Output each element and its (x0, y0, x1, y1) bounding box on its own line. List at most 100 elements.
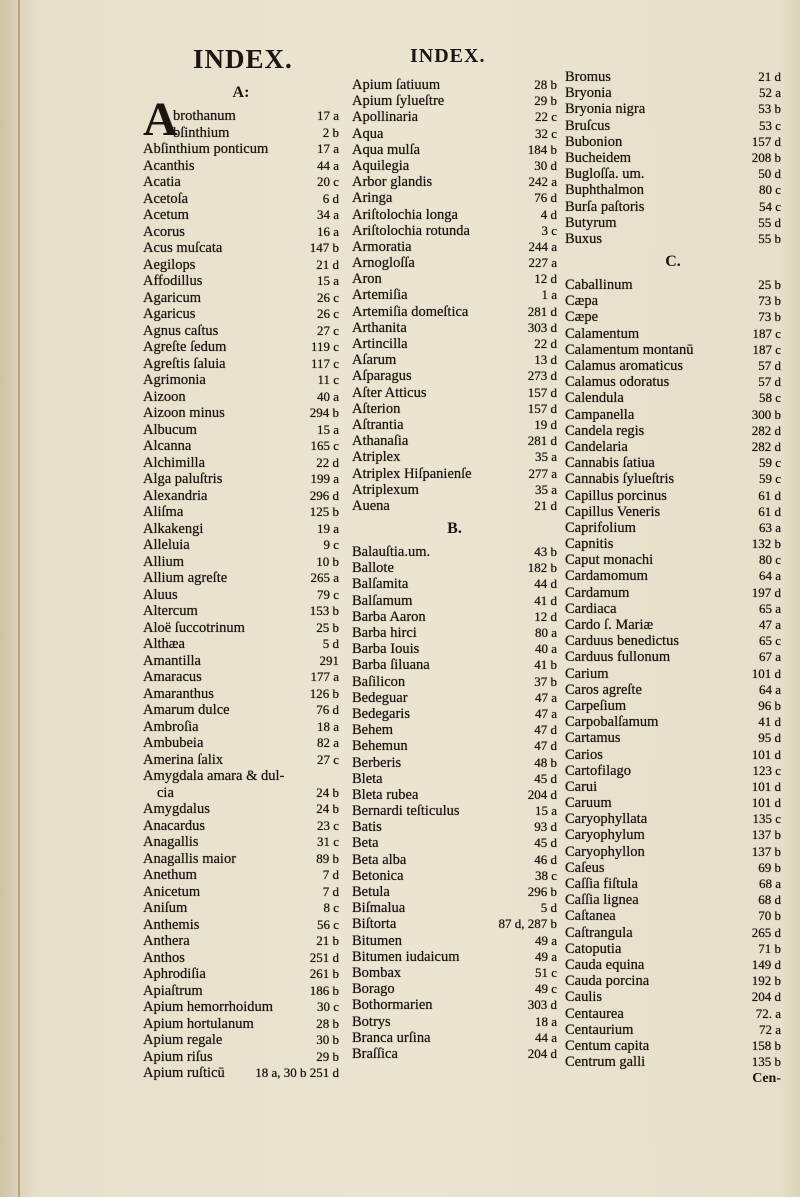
entry-term: Aſter Atticus (352, 384, 427, 401)
index-entry: Agreſtis ſaluia 117 c (143, 356, 339, 373)
entry-term: Burſa paſtoris (565, 198, 645, 215)
index-entry: Cæpe 73 b (565, 309, 781, 325)
index-entry: Anagallis 31 c (143, 834, 339, 851)
entry-term: Cardamomum (565, 568, 648, 585)
entry-term: Aphrodiſia (143, 966, 206, 982)
entry-term: Aloë ſuccotrinum (143, 619, 245, 636)
entry-page-ref: 40 a (534, 641, 557, 657)
entry-term: Biſmalua (352, 900, 406, 917)
entry-term: Centum capita (565, 1037, 650, 1054)
entry-term: Alexandria (143, 487, 208, 504)
index-entry: Alexandria 296 d (143, 488, 339, 505)
entry-page-ref: 72. a (755, 1005, 781, 1021)
entry-page-ref: 165 c (310, 438, 339, 453)
entry-page-ref: 17 a (316, 141, 339, 156)
entry-term: Apium hemorrhoidum (143, 999, 274, 1015)
index-entry-continuation: cia 24 b (143, 785, 339, 802)
entry-page-ref: 251 d (309, 949, 339, 965)
section-letter: B. (447, 520, 462, 538)
entry-term: Anthemis (143, 916, 200, 933)
index-entry: Betula 296 b (352, 884, 557, 900)
index-entry: Balauſtia.um. 43 b (352, 544, 557, 560)
entry-term: Artemiſia domeſtica (352, 303, 469, 320)
entry-page-ref: 101 d (751, 746, 781, 762)
index-entry: Anthos 251 d (143, 950, 339, 967)
entry-page-ref: 24 b (316, 801, 339, 816)
index-entry: Branca urſina 44 a (352, 1030, 557, 1046)
index-entry: Barba Iouis 40 a (352, 641, 557, 657)
running-header-left: INDEX. (193, 44, 293, 74)
entry-term: Cartofilago (565, 762, 632, 779)
index-entry: Bryonia 52 a (565, 85, 781, 101)
entry-page-ref: 89 b (316, 850, 339, 866)
entry-term: Aegilops (143, 256, 196, 273)
entry-term: Aluus (143, 586, 178, 603)
entry-term: Anthera (143, 933, 190, 949)
entry-page-ref: 67 a (758, 649, 781, 665)
entry-page-ref: 49 a (534, 948, 557, 964)
entry-term: Botrys (352, 1013, 391, 1030)
entry-term: Barba Iouis (352, 641, 420, 658)
entry-term: Apium ſatiuum (352, 77, 441, 93)
entry-page-ref: 7 d (322, 867, 339, 882)
index-entry: Apiaſtrum 186 b (143, 983, 339, 1000)
section-letter: C. (665, 253, 681, 271)
index-entry: Cardiaca 65 a (565, 601, 781, 617)
entry-page-ref: 20 c (316, 174, 339, 189)
index-entry: Barba hirci 80 a (352, 625, 557, 641)
index-entry: Ariſtolochia longa 4 d (352, 207, 557, 223)
index-entry: Agaricus 26 c (143, 306, 339, 323)
entry-term: Caput monachi (565, 552, 654, 569)
entry-term: Aizoon minus (143, 405, 225, 421)
entry-page-ref: 18 a (534, 1013, 557, 1029)
index-entry: Ariſtolochia rotunda 3 c (352, 223, 557, 239)
index-entry: Carpeſium 96 b (565, 698, 781, 714)
entry-term: Bedegaris (352, 705, 410, 722)
entry-term: Anacardus (143, 817, 206, 834)
index-entry: Caballinum 25 b (565, 277, 781, 293)
entry-term: Aſtrantia (352, 416, 404, 433)
entry-term: Apiaſtrum (143, 982, 203, 999)
entry-term: Behem (352, 722, 394, 739)
entry-page-ref: 31 c (316, 834, 339, 849)
entry-term: Cardamum (565, 584, 630, 601)
entry-term: Amaranthus (143, 685, 214, 702)
index-entry: Aſparagus 273 d (352, 368, 557, 384)
entry-term: Betonica (352, 867, 404, 884)
index-entry: Amygdalus 24 b (143, 801, 339, 818)
index-entry: Capnitis 132 b (565, 536, 781, 552)
entry-page-ref: 119 c (310, 339, 339, 354)
entry-term: Carios (565, 746, 603, 763)
entry-page-ref: 49 a (534, 932, 557, 948)
entry-page-ref: 47 a (534, 689, 557, 705)
index-entry: Artemiſia domeſtica 281 d (352, 304, 557, 320)
entry-term: Candela regis (565, 422, 645, 439)
entry-term: Caulis (565, 989, 603, 1006)
entry-page-ref: 244 a (528, 238, 557, 254)
index-entry: Apium ſatiuum 28 b (352, 77, 557, 93)
running-header-right: INDEX. (410, 45, 486, 67)
index-entry: Betonica 38 c (352, 868, 557, 884)
entry-term: Centaurium (565, 1021, 634, 1038)
entry-term: Artincilla (352, 336, 408, 352)
entry-term: Apium regale (143, 1032, 223, 1048)
index-entry: Amaranthus 126 b (143, 686, 339, 703)
entry-term: Braſſica (352, 1045, 398, 1062)
entry-page-ref: 12 d (534, 271, 557, 287)
index-entry: Cauda porcina 192 b (565, 973, 781, 989)
entry-term: Caryophylum (565, 827, 645, 844)
entry-page-ref: 10 b (316, 553, 339, 569)
entry-page-ref: 44 d (534, 576, 557, 592)
entry-page-ref: 54 c (758, 198, 781, 214)
entry-term: Barba hirci (352, 625, 417, 641)
index-entry: Centaurium 72 a (565, 1022, 781, 1038)
index-entry: Calamus odoratus 57 d (565, 374, 781, 390)
index-entry: Candelaria 282 d (565, 439, 781, 455)
index-entry: Cauda equina 149 d (565, 957, 781, 973)
index-entry: Cardamum 197 d (565, 585, 781, 601)
entry-page-ref: 135 c (752, 811, 781, 827)
entry-page-ref: 137 b (751, 827, 781, 843)
entry-term: Ariſtolochia longa (352, 206, 458, 223)
entry-page-ref: 47 a (758, 617, 781, 632)
index-entry: Capillus Veneris 61 d (565, 504, 781, 520)
